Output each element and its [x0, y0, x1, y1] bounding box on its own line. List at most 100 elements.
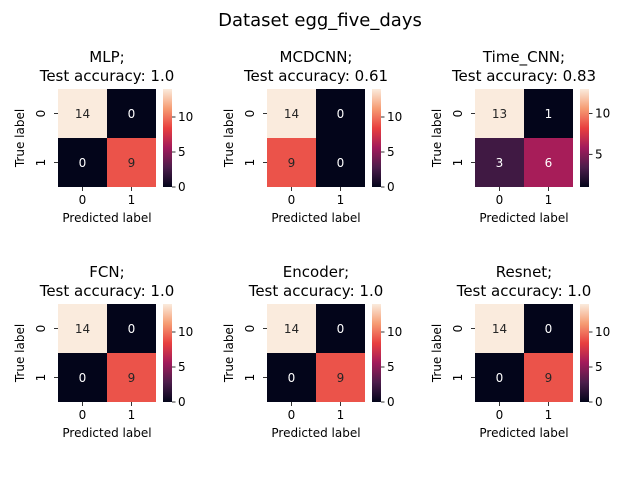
colorbar-tick-label: 5: [178, 145, 186, 159]
y-tick-label: 1: [243, 374, 257, 382]
colorbar-tick-label: 5: [595, 147, 603, 161]
x-tick-label: 1: [545, 193, 553, 207]
cell-value-label: 9: [545, 371, 553, 385]
y-axis-label: True label: [13, 109, 27, 168]
heatmap-cell: [58, 353, 107, 402]
heatmap-cell: [524, 138, 573, 187]
colorbar-tick-label: 0: [387, 180, 395, 194]
heatmap-cell: [107, 138, 156, 187]
panel-title-line-1: FCN;: [89, 263, 124, 281]
x-axis-label: Predicted label: [271, 426, 360, 440]
heatmap-cell: [524, 353, 573, 402]
heatmap-cell: [107, 304, 156, 353]
x-tick-label: 1: [128, 193, 136, 207]
cell-value-label: 14: [284, 107, 299, 121]
cell-value-label: 0: [79, 371, 87, 385]
y-axis-label: True label: [13, 324, 27, 383]
y-tick-label: 0: [451, 110, 465, 118]
confusion-matrix-panel: Resnet;Test accuracy: 1.014 00 90 101Predic…: [430, 263, 610, 440]
x-tick-label: 1: [337, 193, 345, 207]
cell-value-label: 9: [128, 156, 136, 170]
x-axis-label: Predicted label: [479, 211, 568, 225]
panel-title-line-1: Time_CNN;: [482, 48, 565, 67]
colorbar-tick-label: 10: [595, 107, 610, 121]
cell-value-label: 13: [492, 107, 507, 121]
panel-title-line-2: Test accuracy: 0.83: [451, 67, 596, 85]
colorbar-tick-label: 5: [387, 145, 395, 159]
colorbar-tick-label: 0: [178, 180, 186, 194]
y-axis-label: True label: [430, 324, 444, 383]
y-tick-label: 0: [34, 325, 48, 333]
figure-title: Dataset egg_five_days: [218, 10, 422, 31]
heatmap-cell: [316, 89, 365, 138]
cell-value-label: 14: [284, 322, 299, 336]
cell-value-label: 9: [288, 156, 296, 170]
colorbar: [580, 89, 589, 187]
colorbar-tick-label: 5: [595, 360, 603, 374]
colorbar-tick-label: 10: [387, 325, 402, 339]
heatmap-cell: [267, 353, 316, 402]
colorbar-tick-label: 0: [595, 395, 603, 409]
panel-title-line-2: Test accuracy: 1.0: [39, 282, 175, 300]
heatmap-cell: [524, 304, 573, 353]
x-tick-label: 0: [288, 193, 296, 207]
y-axis-label: True label: [430, 109, 444, 168]
cell-value-label: 0: [496, 371, 504, 385]
y-tick-label: 1: [243, 159, 257, 167]
heatmap-cell: [58, 304, 107, 353]
panel-title-line-2: Test accuracy: 0.61: [243, 67, 388, 85]
panel-title-line-1: MLP;: [89, 48, 124, 66]
x-tick-label: 1: [337, 408, 345, 422]
panel-title-line-1: Encoder;: [283, 263, 349, 281]
heatmap-cell: [524, 89, 573, 138]
cell-value-label: 0: [337, 107, 345, 121]
x-axis-label: Predicted label: [62, 211, 151, 225]
colorbar-tick-label: 5: [178, 360, 186, 374]
y-tick-label: 1: [451, 159, 465, 167]
cell-value-label: 1: [545, 107, 553, 121]
y-tick-label: 0: [243, 110, 257, 118]
heatmap-cell: [107, 89, 156, 138]
colorbar: [372, 304, 381, 402]
heatmap-cell: [316, 138, 365, 187]
y-tick-label: 1: [34, 374, 48, 382]
colorbar-tick-label: 5: [387, 360, 395, 374]
x-tick-label: 0: [79, 193, 87, 207]
confusion-matrix-panel: Encoder;Test accuracy: 1.014 00 90 101Predi…: [222, 263, 402, 440]
heatmap-cell: [475, 304, 524, 353]
heatmap-cell: [475, 138, 524, 187]
panel-title-line-2: Test accuracy: 1.0: [39, 67, 175, 85]
x-tick-label: 1: [545, 408, 553, 422]
cell-value-label: 14: [492, 322, 507, 336]
cell-value-label: 9: [128, 371, 136, 385]
heatmap-cell: [316, 304, 365, 353]
cell-value-label: 0: [337, 322, 345, 336]
x-tick-label: 0: [79, 408, 87, 422]
cell-value-label: 0: [337, 156, 345, 170]
cell-value-label: 0: [288, 371, 296, 385]
panel-title-line-1: MCDCNN;: [280, 48, 353, 66]
colorbar: [372, 89, 381, 187]
x-tick-label: 1: [128, 408, 136, 422]
y-axis-label: True label: [222, 324, 236, 383]
colorbar-tick-label: 10: [595, 325, 610, 339]
heatmap-cell: [267, 89, 316, 138]
cell-value-label: 3: [496, 156, 504, 170]
cell-value-label: 0: [79, 156, 87, 170]
heatmap-cell: [107, 353, 156, 402]
colorbar-tick-label: 10: [178, 110, 193, 124]
heatmap-cell: [475, 353, 524, 402]
colorbar-tick-label: 0: [178, 395, 186, 409]
heatmap-cell: [475, 89, 524, 138]
colorbar: [163, 304, 172, 402]
y-tick-label: 0: [34, 110, 48, 118]
cell-value-label: 6: [545, 156, 553, 170]
colorbar-tick-label: 10: [178, 325, 193, 339]
cell-value-label: 0: [128, 107, 136, 121]
y-tick-label: 1: [451, 374, 465, 382]
x-tick-label: 0: [496, 408, 504, 422]
x-axis-label: Predicted label: [62, 426, 151, 440]
